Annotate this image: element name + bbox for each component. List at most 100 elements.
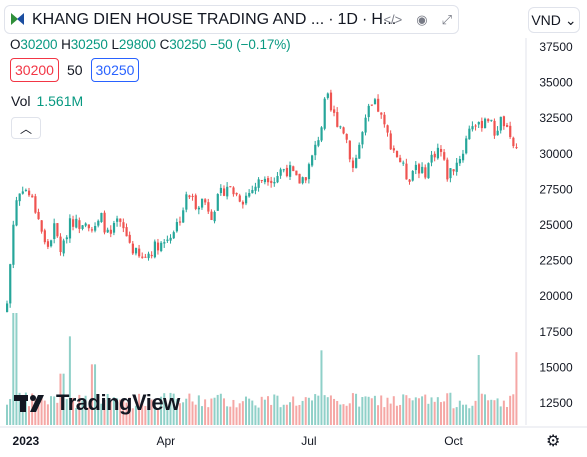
volume-bar: [493, 400, 496, 425]
candle-body: [317, 140, 320, 146]
candle-body: [116, 218, 119, 222]
volume-bar: [144, 406, 147, 425]
volume-bar: [411, 400, 414, 425]
candle-body: [222, 188, 226, 196]
price-tick-label: 15000: [539, 360, 573, 374]
candle-body: [515, 147, 518, 149]
price-tick-label: 35000: [539, 76, 573, 90]
candle-body: [285, 167, 289, 177]
volume-bar: [238, 403, 241, 425]
candle-body: [53, 223, 56, 240]
volume-bar: [197, 395, 200, 425]
volume-bar: [477, 355, 480, 425]
candle-body: [72, 219, 75, 227]
open-value: 30200: [20, 37, 58, 52]
candle-body: [355, 157, 358, 168]
sell-price-button[interactable]: 30200: [10, 58, 59, 82]
volume-bar: [125, 402, 128, 425]
volume-bar: [452, 408, 455, 425]
candle-body: [59, 236, 62, 253]
candle-body: [18, 193, 21, 202]
candle-body: [430, 154, 433, 163]
volume-bar: [147, 403, 150, 425]
candle-body: [292, 166, 295, 172]
volume-bar: [46, 404, 49, 425]
currency-select[interactable]: VND ⌄: [528, 7, 580, 33]
candle-body: [279, 169, 282, 176]
time-axis[interactable]: 2023 Apr Jul Oct: [0, 426, 587, 448]
volume-bar: [229, 406, 232, 425]
volume-bar: [251, 400, 254, 425]
tradingview-watermark: TradingView: [14, 390, 180, 416]
time-tick-label: Apr: [156, 434, 175, 448]
candle-body: [219, 187, 223, 194]
collapse-legend-button[interactable]: ︿: [11, 117, 41, 139]
volume-bar: [279, 407, 282, 425]
volume-bar: [270, 404, 273, 425]
volume-value: 1.561M: [36, 93, 84, 109]
price-tick-label: 27500: [539, 182, 573, 196]
volume-bar: [235, 407, 238, 425]
symbol-header[interactable]: KHANG DIEN HOUSE TRADING AND ... · 1D · …: [4, 5, 459, 34]
candle-body: [68, 218, 72, 239]
candle-body: [65, 237, 68, 240]
volume-bar: [59, 373, 62, 425]
candle-body: [307, 164, 311, 180]
volume-bar: [18, 392, 21, 425]
candle-body: [106, 229, 109, 233]
candle-body: [56, 223, 59, 237]
price-tick-label: 12500: [539, 396, 573, 410]
candle-body: [172, 232, 175, 239]
volume-bar: [285, 404, 288, 425]
candle-body: [138, 248, 141, 257]
interval-label[interactable]: 1D: [337, 10, 358, 28]
candle-body: [289, 165, 292, 177]
volume-bar: [377, 405, 380, 425]
candle-body: [443, 152, 446, 160]
volume-bar: [273, 394, 276, 425]
watermark-text: TradingView: [56, 390, 180, 415]
volume-bar: [430, 397, 433, 425]
candle-body: [260, 179, 263, 181]
volume-bar: [97, 407, 100, 425]
candle-body: [46, 241, 50, 247]
candle-body: [34, 196, 37, 213]
candle-body: [373, 99, 377, 105]
candle-body: [75, 218, 78, 228]
candle-body: [257, 179, 260, 188]
volume-bar: [260, 396, 263, 425]
candle-body: [84, 223, 87, 226]
volume-bar: [424, 394, 427, 425]
candle-body: [24, 189, 28, 191]
candle-body: [411, 170, 414, 181]
candle-body: [314, 144, 317, 156]
candle-body: [421, 166, 424, 173]
candle-body: [232, 187, 235, 195]
volume-bar: [122, 400, 125, 425]
buy-price-button[interactable]: 30250: [90, 58, 140, 82]
candle-body: [483, 118, 487, 129]
volume-bar: [317, 395, 320, 425]
open-label: O: [10, 37, 21, 52]
candle-body: [449, 168, 452, 179]
volume-bar: [342, 404, 345, 425]
gear-icon[interactable]: ⚙: [546, 433, 561, 450]
candle-body: [408, 179, 411, 182]
volume-bar: [455, 407, 458, 425]
code-icon[interactable]: </>: [383, 12, 403, 27]
candle-body: [295, 170, 298, 176]
candle-body: [323, 98, 326, 129]
volume-bar: [333, 398, 336, 425]
volume-bar: [100, 403, 103, 425]
candle-body: [109, 229, 112, 234]
expand-icon[interactable]: ⤢: [441, 12, 452, 27]
price-axis[interactable]: 12500 15000 17500 20000 22500 25000 27500 30000…: [525, 38, 573, 425]
volume-bar: [314, 394, 317, 425]
camera-icon[interactable]: ◉: [416, 12, 428, 27]
candle-body: [241, 201, 245, 205]
volume-bar: [515, 352, 518, 425]
candle-body: [100, 212, 103, 222]
volume-bar: [194, 404, 197, 425]
time-tick-label: Jul: [301, 434, 316, 448]
